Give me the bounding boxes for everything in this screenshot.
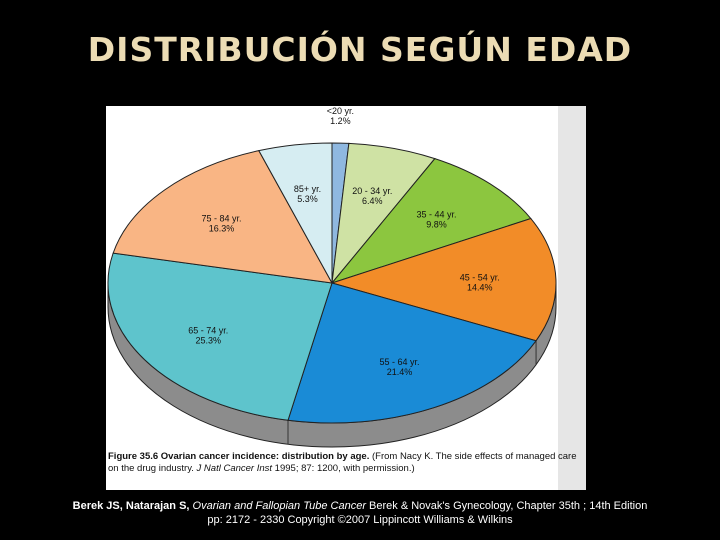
reference-line-1: Berek JS, Natarajan S, Ovarian and Fallo… (0, 499, 720, 513)
reference-edition: Berek & Novak's Gynecology, Chapter 35th… (369, 500, 648, 512)
pie-slice-value-label: 14.4% (467, 283, 493, 293)
pie-slice-label: 45 - 54 yr. (460, 273, 500, 283)
figure-caption-citation: 1995; 87: 1200, with permission.) (272, 463, 415, 474)
pie-slice (330, 217, 557, 342)
slide-title: DISTRIBUCIÓN SEGÚN EDAD (87, 30, 633, 69)
pie-slice-value-label: 5.3% (297, 194, 318, 204)
pie-slice-value-label: 6.4% (362, 196, 383, 206)
figure-caption-label: Figure 35.6 Ovarian cancer incidence: di… (108, 451, 370, 462)
pie-slice-value-label: 1.2% (330, 116, 351, 126)
reference-book: Ovarian and Fallopian Tube Cancer (192, 500, 366, 512)
pie-slice (330, 158, 532, 285)
figure-caption-source: (From Nacy K. The side effects of manage… (108, 451, 577, 474)
pie-slice-value-label: 25.3% (195, 336, 221, 346)
pie-slice (112, 150, 333, 284)
reference-line-2: pp: 2172 - 2330 Copyright ©2007 Lippinco… (207, 514, 513, 526)
pie-slice (287, 282, 537, 424)
pie-slice-label: 55 - 64 yr. (379, 357, 419, 367)
reference: Berek JS, Natarajan S, Ovarian and Fallo… (0, 499, 720, 527)
reference-authors: Berek JS, Natarajan S, (72, 500, 190, 512)
pie-slice-value-label: 21.4% (387, 367, 413, 377)
pie-slice-label: 75 - 84 yr. (201, 214, 241, 224)
pie-slice (258, 142, 333, 284)
pie-slice (107, 252, 333, 421)
pie-slice-label: 85+ yr. (294, 184, 321, 194)
figure-caption-journal: J Natl Cancer Inst (196, 463, 273, 474)
figure-panel-edge (558, 106, 586, 490)
pie-slice-label: <20 yr. (327, 106, 354, 116)
pie-slice-label: 65 - 74 yr. (188, 326, 228, 336)
pie-slice-value-label: 16.3% (209, 224, 235, 234)
pie-slice-label: 20 - 34 yr. (352, 186, 392, 196)
figure-caption: Figure 35.6 Ovarian cancer incidence: di… (108, 451, 583, 475)
pie-slice-label: 35 - 44 yr. (416, 210, 456, 220)
pie-slice-value-label: 9.8% (426, 220, 447, 230)
pie-chart: <20 yr.1.2% 20 - 34 yr.6.4% 35 - 44 yr.9.8… (107, 106, 557, 448)
